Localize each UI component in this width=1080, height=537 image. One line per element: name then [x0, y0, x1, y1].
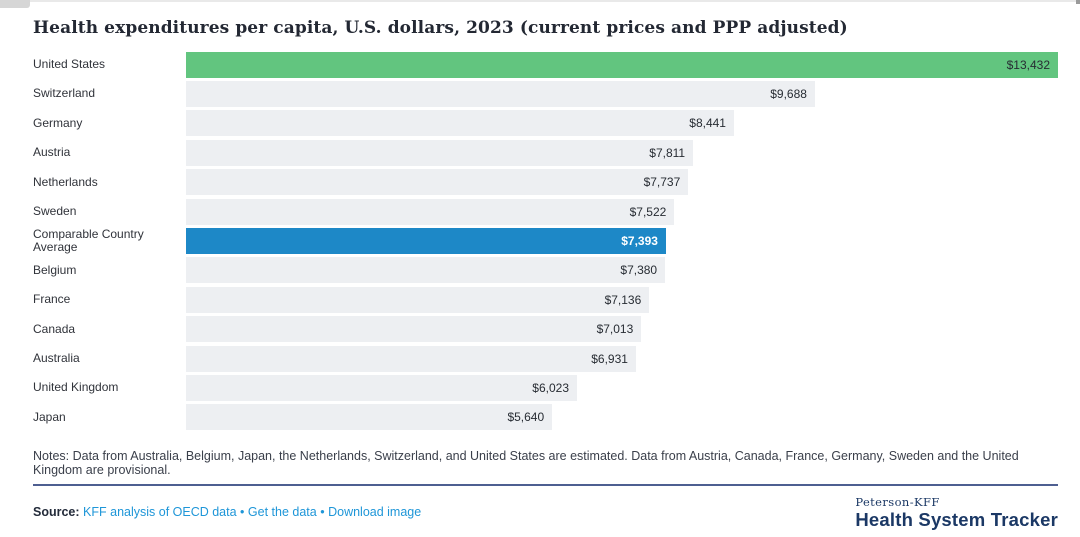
bar-canada[interactable]: $7,013: [186, 316, 642, 343]
logo-health-system-tracker: Health System Tracker: [855, 509, 1058, 531]
logo-peterson-kff: Peterson-KFF: [855, 495, 940, 510]
bar-track: $13,432: [186, 51, 1058, 78]
bar-track: $5,640: [186, 404, 1058, 431]
chart-row-austria: Austria $7,811: [33, 138, 1058, 167]
category-label-belgium: Belgium: [33, 262, 77, 277]
health-system-tracker-logo[interactable]: Peterson-KFF Health System Tracker: [855, 495, 1058, 531]
bar-value-label: $7,522: [629, 204, 667, 219]
category-label-australia: Australia: [33, 351, 80, 365]
chart-rows: United States $13,432 Switzerland $9,688 Ger…: [33, 50, 1058, 432]
browser-edge-artifact: [0, 0, 30, 8]
bar-value-label: $7,380: [620, 263, 658, 278]
category-label-united-kingdom: United Kingdom: [33, 380, 119, 395]
category-label-sweden: Sweden: [33, 204, 77, 219]
bar-japan[interactable]: $5,640: [186, 404, 553, 431]
bar-united-states[interactable]: $13,432: [186, 51, 1058, 78]
bar-belgium[interactable]: $7,380: [186, 257, 666, 284]
bar-track: $9,688: [186, 81, 1058, 108]
bar-comparable-country-average[interactable]: $7,393: [186, 228, 666, 255]
bar-value-label: $7,811: [649, 145, 686, 160]
download-image-link[interactable]: Download image: [328, 505, 422, 520]
bar-value-label: $7,393: [621, 234, 658, 249]
chart-row-canada: Canada $7,013: [33, 315, 1058, 344]
chart-row-germany: Germany $8,441: [33, 109, 1058, 138]
source-line: Source: KFF analysis of OECD data • Get …: [33, 496, 421, 519]
chart-row-belgium: Belgium $7,380: [33, 256, 1058, 285]
bar-track: $6,023: [186, 374, 1058, 401]
bar-value-label: $9,688: [770, 87, 807, 102]
chart-title: Health expenditures per capita, U.S. dol…: [33, 18, 848, 38]
chart-row-united-kingdom: United Kingdom $6,023: [33, 373, 1058, 402]
bullet-separator: •: [320, 505, 325, 520]
category-label-netherlands: Netherlands: [33, 174, 98, 189]
category-label-japan: Japan: [33, 409, 66, 424]
source-label: Source:: [33, 505, 80, 520]
bar-australia[interactable]: $6,931: [186, 345, 636, 372]
bar-united-kingdom[interactable]: $6,023: [186, 374, 577, 401]
bar-track: $7,136: [186, 286, 1058, 313]
get-the-data-link[interactable]: Get the data: [247, 505, 317, 520]
category-label-comparable-country-average: Comparable Country Average: [33, 226, 144, 255]
bar-track: $7,013: [186, 316, 1058, 343]
category-label-france: France: [33, 292, 71, 307]
bar-switzerland[interactable]: $9,688: [186, 81, 815, 108]
chart-row-australia: Australia $6,931: [33, 344, 1058, 373]
bar-track: $7,811: [186, 139, 1058, 166]
top-edge-strip: [0, 0, 1080, 2]
bar-value-label: $7,737: [643, 175, 681, 190]
bar-value-label: $5,640: [507, 410, 545, 425]
chart-row-france: France $7,136: [33, 285, 1058, 314]
bullet-separator: •: [240, 505, 245, 520]
bar-value-label: $7,013: [596, 322, 634, 337]
category-label-germany: Germany: [33, 115, 83, 130]
bar-value-label: $8,441: [689, 116, 726, 131]
bar-track: $8,441: [186, 110, 1058, 137]
corner-speck: [1076, 0, 1080, 4]
bar-austria[interactable]: $7,811: [186, 139, 694, 166]
bar-value-label: $7,136: [604, 292, 642, 307]
bar-sweden[interactable]: $7,522: [186, 198, 675, 225]
footer: Source: KFF analysis of OECD data • Get …: [33, 495, 1058, 531]
bar-track: $7,380: [186, 257, 1058, 284]
bar-germany[interactable]: $8,441: [186, 110, 734, 137]
bar-chart: United States $13,432 Switzerland $9,688 Ger…: [33, 50, 1058, 432]
chart-row-comparable-country-average: Comparable Country Average $7,393: [33, 226, 1058, 255]
source-link-kff-analysis[interactable]: KFF analysis of OECD data: [83, 505, 237, 520]
chart-row-switzerland: Switzerland $9,688: [33, 79, 1058, 108]
chart-row-united-states: United States $13,432: [33, 50, 1058, 79]
category-label-canada: Canada: [33, 321, 76, 336]
bar-track: $7,737: [186, 169, 1058, 196]
bar-value-label: $13,432: [1006, 57, 1050, 72]
bar-track: $7,393: [186, 228, 1058, 255]
chart-row-netherlands: Netherlands $7,737: [33, 168, 1058, 197]
notes-text: Notes: Data from Australia, Belgium, Jap…: [33, 449, 1019, 478]
bar-france[interactable]: $7,136: [186, 286, 650, 313]
bar-netherlands[interactable]: $7,737: [186, 169, 689, 196]
bar-track: $7,522: [186, 198, 1058, 225]
category-label-united-states: United States: [33, 57, 106, 72]
bar-value-label: $6,023: [532, 380, 569, 395]
category-label-switzerland: Switzerland: [33, 86, 96, 101]
footer-divider: [33, 484, 1058, 487]
category-label-austria: Austria: [33, 145, 71, 160]
bar-value-label: $6,931: [591, 351, 628, 366]
chart-row-sweden: Sweden $7,522: [33, 197, 1058, 226]
bar-track: $6,931: [186, 345, 1058, 372]
chart-row-japan: Japan $5,640: [33, 403, 1058, 432]
